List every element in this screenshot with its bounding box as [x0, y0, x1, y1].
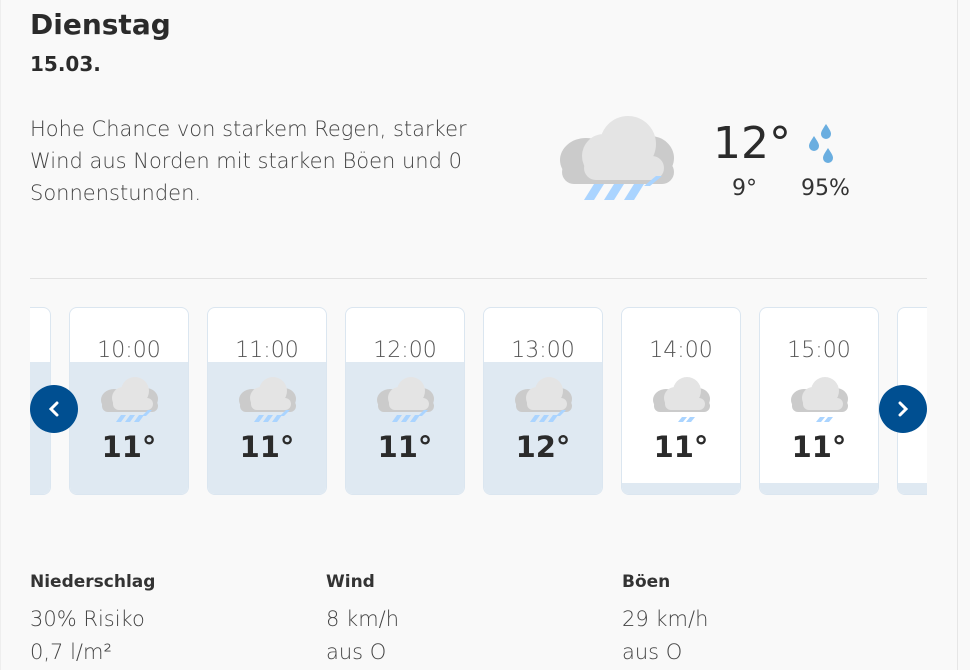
hour-card[interactable]: 15:00 11° [759, 307, 879, 495]
precip-risk: 30% Risiko [30, 607, 145, 631]
precip-label: Niederschlag [30, 572, 156, 592]
hour-card[interactable]: 10:00 11° [69, 307, 189, 495]
rain-cloud-icon [514, 372, 574, 428]
raindrops-icon [808, 124, 838, 168]
temp-max: 12° [713, 118, 791, 169]
hour-time: 11:00 [235, 338, 299, 363]
hourly-carousel[interactable]: 10:00 11° 11:00 11° 12:00 11° 13:00 12° 14:00 11°… [30, 307, 927, 495]
wind-label: Wind [326, 572, 375, 592]
hour-time: 14:00 [649, 338, 713, 363]
chevron-left-icon [48, 401, 59, 417]
hour-time: 13:00 [511, 338, 575, 363]
rain-cloud-icon [238, 372, 298, 428]
day-date: 15.03. [30, 52, 101, 76]
gusts-speed: 29 km/h [622, 607, 709, 631]
hour-card[interactable]: 14:00 11° [621, 307, 741, 495]
hour-time: 15:00 [787, 338, 851, 363]
gusts-direction: aus O [622, 640, 683, 664]
precip-amount: 0,7 l/m² [30, 640, 112, 664]
precip-fill [760, 482, 878, 494]
weather-description: Hohe Chance von starkem Regen, starker W… [30, 117, 467, 205]
light-rain-cloud-icon [790, 372, 850, 428]
hour-card[interactable]: 13:00 12° [483, 307, 603, 495]
wind-direction: aus O [326, 640, 387, 664]
hour-temp: 11° [239, 430, 295, 464]
chevron-right-icon [898, 401, 909, 417]
prev-button[interactable] [30, 385, 78, 433]
rain-cloud-icon [376, 372, 436, 428]
heavy-rain-cloud-icon [558, 112, 678, 208]
hour-time: 12:00 [373, 338, 437, 363]
hour-card[interactable]: 12:00 11° [345, 307, 465, 495]
next-button[interactable] [879, 385, 927, 433]
wind-speed: 8 km/h [326, 607, 400, 631]
hour-temp: 11° [791, 430, 847, 464]
hour-temp: 12° [515, 430, 571, 464]
hour-time: 10:00 [97, 338, 161, 363]
precip-fill [622, 482, 740, 494]
temp-min: 9° [732, 176, 757, 201]
hour-card[interactable]: 11:00 11° [207, 307, 327, 495]
precip-fill [898, 482, 927, 494]
light-rain-cloud-icon [652, 372, 712, 428]
hour-temp: 11° [377, 430, 433, 464]
divider [30, 278, 927, 279]
hour-temp: 11° [653, 430, 709, 464]
hour-temp: 11° [101, 430, 157, 464]
gusts-label: Böen [622, 572, 671, 592]
day-title: Dienstag [30, 8, 171, 41]
rain-cloud-icon [100, 372, 160, 428]
rain-probability: 95% [801, 176, 850, 201]
